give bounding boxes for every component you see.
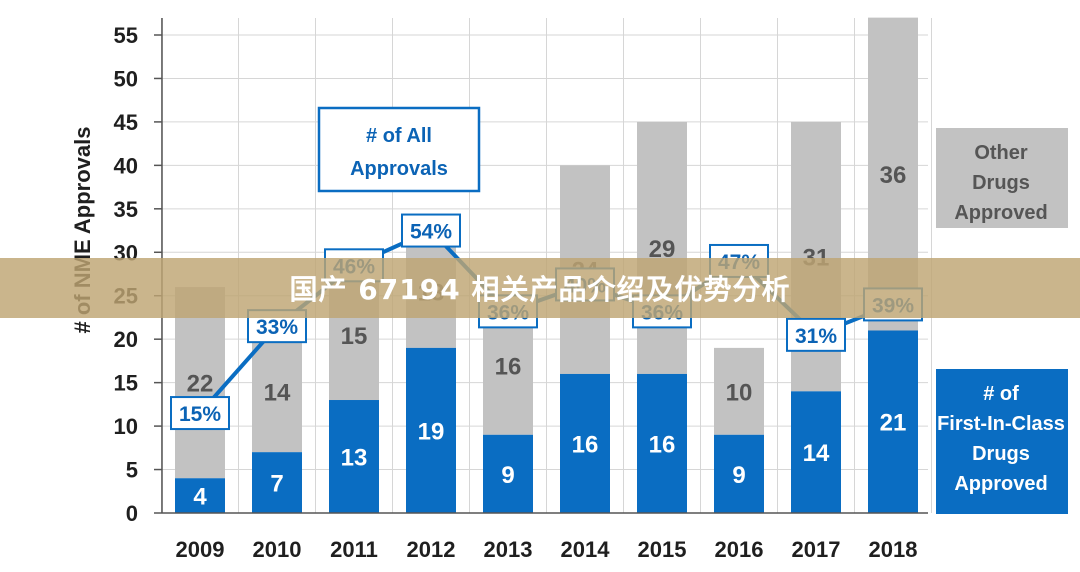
y-tick-label: 20 <box>114 327 138 352</box>
legend-other-box <box>936 128 1068 228</box>
x-tick-label-2017: 2017 <box>792 537 841 562</box>
bar-first-in-class-2013 <box>483 434 533 513</box>
percent-box-2009 <box>170 396 230 431</box>
percent-label-2010: 33% <box>256 316 298 339</box>
bar-label-first-2017: 14 <box>803 440 830 467</box>
bar-label-other-2009: 22 <box>187 371 214 398</box>
y-tick-label: 50 <box>114 66 138 91</box>
callout-line: # of All <box>366 125 432 147</box>
y-tick-label: 35 <box>114 197 138 222</box>
x-tick-label-2016: 2016 <box>715 537 764 562</box>
x-tick-label-2010: 2010 <box>253 537 302 562</box>
legend-first-line: First-In-Class <box>937 413 1065 435</box>
bar-label-first-2011: 13 <box>341 445 368 472</box>
bar-first-in-class-2011 <box>329 400 379 513</box>
bar-label-first-2013: 9 <box>501 462 514 489</box>
bar-label-other-2018: 36 <box>880 162 907 189</box>
y-tick-label: 15 <box>114 371 138 396</box>
legend-first-line: Approved <box>954 473 1047 495</box>
percent-label-2009: 15% <box>179 403 221 426</box>
x-tick-label-2009: 2009 <box>176 537 225 562</box>
x-tick-label-2014: 2014 <box>561 537 611 562</box>
bar-label-other-2016: 10 <box>726 379 753 406</box>
callout-box <box>317 106 481 193</box>
percent-box-2017 <box>786 317 846 352</box>
bar-first-in-class-2016 <box>714 434 764 513</box>
x-tick-label-2011: 2011 <box>330 537 378 562</box>
legend-first-line: # of <box>983 383 1019 405</box>
x-tick-label-2015: 2015 <box>638 537 687 562</box>
title-banner: 国产 67194 相关产品介绍及优势分析 <box>0 258 1080 318</box>
y-tick-label: 5 <box>126 458 138 483</box>
bar-other-2015 <box>637 121 687 374</box>
bar-first-in-class-2009 <box>175 478 225 513</box>
y-tick-label: 40 <box>114 153 138 178</box>
bar-label-first-2012: 19 <box>418 418 445 445</box>
bar-label-other-2010: 14 <box>264 379 291 406</box>
bar-label-first-2015: 16 <box>649 431 676 458</box>
percent-label-2012: 54% <box>410 221 452 244</box>
bar-first-in-class-2018 <box>868 330 918 513</box>
bar-other-2016 <box>714 347 764 435</box>
bar-label-first-2010: 7 <box>270 471 283 498</box>
x-tick-label-2012: 2012 <box>407 537 456 562</box>
legend-first-line: Drugs <box>972 443 1030 465</box>
y-tick-label: 10 <box>114 414 138 439</box>
y-tick-label: 0 <box>126 501 138 526</box>
bar-label-other-2013: 16 <box>495 353 522 380</box>
bar-first-in-class-2014 <box>560 373 610 513</box>
x-tick-label-2013: 2013 <box>484 537 533 562</box>
banner-text: 国产 67194 相关产品介绍及优势分析 <box>289 273 791 306</box>
x-tick-label-2018: 2018 <box>869 537 918 562</box>
bar-label-first-2016: 9 <box>732 462 745 489</box>
percent-label-2017: 31% <box>795 325 837 348</box>
bar-first-in-class-2017 <box>791 391 841 513</box>
bar-first-in-class-2010 <box>252 452 302 513</box>
bar-label-first-2014: 16 <box>572 431 599 458</box>
legend-other-line: Approved <box>954 202 1047 224</box>
annotations: # of All Approvals Other Drugs Approved # of F… <box>317 106 1068 514</box>
legend-other-line: Other <box>974 142 1028 164</box>
percent-box-2012 <box>401 213 461 248</box>
bar-first-in-class-2012 <box>406 347 456 513</box>
y-tick-label: 45 <box>114 110 138 135</box>
legend-other-line: Drugs <box>972 172 1030 194</box>
bar-label-first-2018: 21 <box>880 410 907 437</box>
bar-first-in-class-2015 <box>637 373 687 513</box>
bar-label-first-2009: 4 <box>193 484 207 511</box>
legend-first-box <box>936 369 1068 514</box>
bar-other-2010 <box>252 330 302 453</box>
bar-other-2009 <box>175 287 225 479</box>
y-tick-label: 55 <box>114 23 138 48</box>
bar-label-other-2011: 15 <box>341 323 368 350</box>
callout-line: Approvals <box>350 158 448 180</box>
axes: 0510152025303540455055# of NME Approvals… <box>70 18 928 562</box>
